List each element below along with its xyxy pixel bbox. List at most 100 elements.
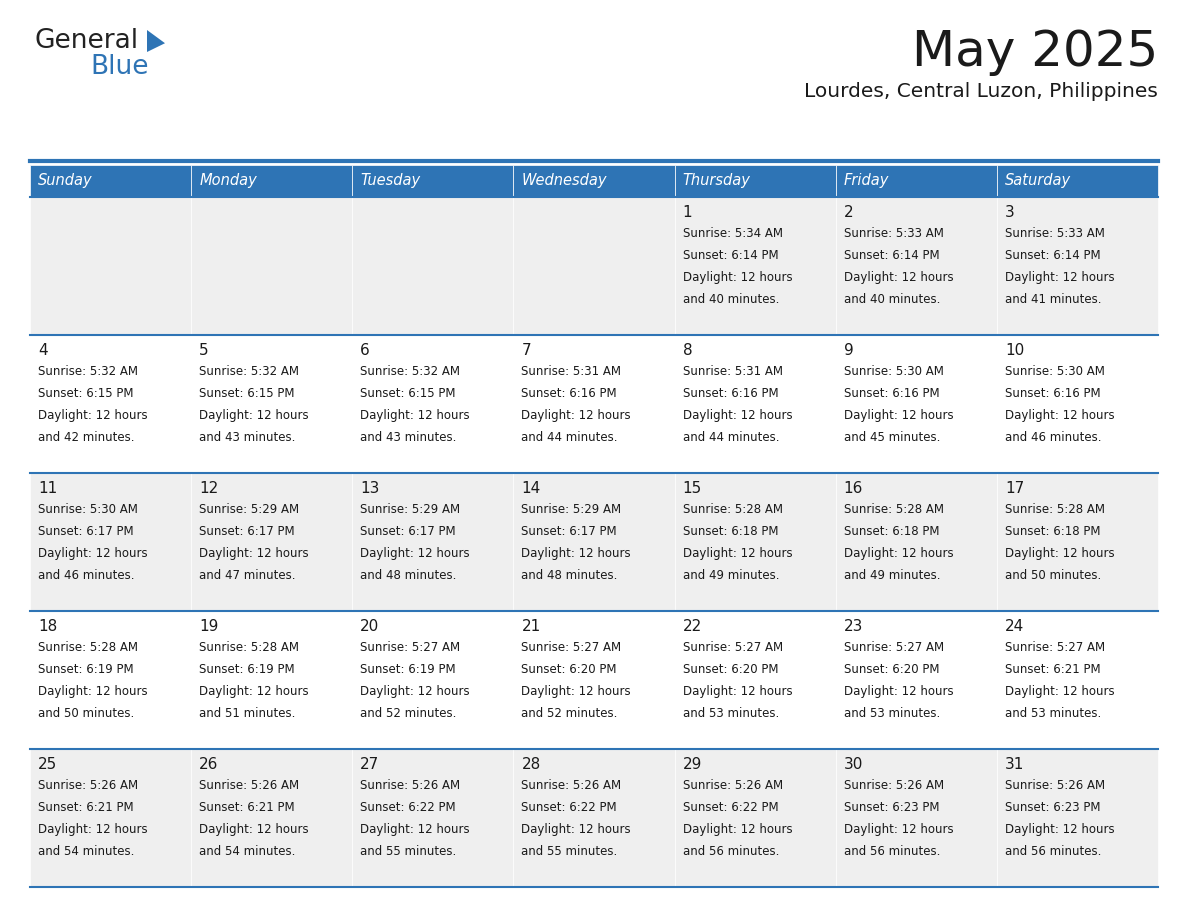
Text: 15: 15 [683, 481, 702, 496]
Text: and 48 minutes.: and 48 minutes. [522, 569, 618, 582]
Text: 6: 6 [360, 343, 369, 358]
Text: and 44 minutes.: and 44 minutes. [522, 431, 618, 444]
Text: Friday: Friday [843, 174, 889, 188]
Bar [513, 335, 675, 473]
Text: Sunrise: 5:32 AM: Sunrise: 5:32 AM [360, 365, 460, 378]
Text: Daylight: 12 hours: Daylight: 12 hours [522, 685, 631, 698]
Text: Daylight: 12 hours: Daylight: 12 hours [360, 547, 470, 560]
Text: May 2025: May 2025 [911, 28, 1158, 76]
Bar [997, 473, 1158, 611]
Text: Daylight: 12 hours: Daylight: 12 hours [38, 547, 147, 560]
Text: and 44 minutes.: and 44 minutes. [683, 431, 779, 444]
Text: Sunset: 6:20 PM: Sunset: 6:20 PM [843, 663, 940, 676]
Text: and 53 minutes.: and 53 minutes. [683, 707, 779, 720]
Text: Daylight: 12 hours: Daylight: 12 hours [1005, 823, 1114, 836]
Bar [997, 749, 1158, 887]
Text: Sunset: 6:21 PM: Sunset: 6:21 PM [200, 801, 295, 814]
Text: Sunrise: 5:26 AM: Sunrise: 5:26 AM [360, 779, 461, 792]
Text: Sunrise: 5:28 AM: Sunrise: 5:28 AM [38, 641, 138, 654]
Text: Sunset: 6:20 PM: Sunset: 6:20 PM [522, 663, 617, 676]
Text: Sunrise: 5:27 AM: Sunrise: 5:27 AM [522, 641, 621, 654]
Text: and 53 minutes.: and 53 minutes. [1005, 707, 1101, 720]
Text: Daylight: 12 hours: Daylight: 12 hours [522, 409, 631, 422]
Text: and 43 minutes.: and 43 minutes. [360, 431, 456, 444]
Text: 17: 17 [1005, 481, 1024, 496]
Bar [30, 473, 191, 611]
Text: Sunrise: 5:29 AM: Sunrise: 5:29 AM [522, 503, 621, 516]
Text: Sunset: 6:17 PM: Sunset: 6:17 PM [200, 525, 295, 538]
Text: Sunrise: 5:30 AM: Sunrise: 5:30 AM [843, 365, 943, 378]
Text: Sunset: 6:14 PM: Sunset: 6:14 PM [1005, 249, 1100, 262]
Text: and 46 minutes.: and 46 minutes. [38, 569, 134, 582]
Text: Daylight: 12 hours: Daylight: 12 hours [1005, 271, 1114, 284]
Text: and 54 minutes.: and 54 minutes. [38, 845, 134, 858]
Text: Daylight: 12 hours: Daylight: 12 hours [200, 547, 309, 560]
Text: and 47 minutes.: and 47 minutes. [200, 569, 296, 582]
Text: 2: 2 [843, 205, 853, 220]
Text: Daylight: 12 hours: Daylight: 12 hours [200, 823, 309, 836]
Text: Sunset: 6:16 PM: Sunset: 6:16 PM [522, 387, 617, 400]
Text: 31: 31 [1005, 757, 1024, 772]
Text: 21: 21 [522, 619, 541, 634]
Text: and 52 minutes.: and 52 minutes. [360, 707, 456, 720]
Bar [30, 197, 191, 335]
Text: Sunset: 6:22 PM: Sunset: 6:22 PM [683, 801, 778, 814]
Text: Saturday: Saturday [1005, 174, 1072, 188]
Bar [835, 165, 997, 197]
Text: Monday: Monday [200, 174, 257, 188]
Text: Blue: Blue [90, 54, 148, 80]
Text: Daylight: 12 hours: Daylight: 12 hours [843, 409, 953, 422]
Text: Sunset: 6:15 PM: Sunset: 6:15 PM [200, 387, 295, 400]
Text: 19: 19 [200, 619, 219, 634]
Text: and 49 minutes.: and 49 minutes. [683, 569, 779, 582]
Bar [675, 197, 835, 335]
Bar [30, 335, 191, 473]
Text: Sunrise: 5:27 AM: Sunrise: 5:27 AM [843, 641, 943, 654]
Text: Sunset: 6:16 PM: Sunset: 6:16 PM [1005, 387, 1100, 400]
Bar [997, 335, 1158, 473]
Text: 27: 27 [360, 757, 379, 772]
Text: and 53 minutes.: and 53 minutes. [843, 707, 940, 720]
Text: and 56 minutes.: and 56 minutes. [843, 845, 940, 858]
Bar [835, 473, 997, 611]
Text: Sunset: 6:19 PM: Sunset: 6:19 PM [360, 663, 456, 676]
Text: Sunset: 6:17 PM: Sunset: 6:17 PM [360, 525, 456, 538]
Text: Sunset: 6:18 PM: Sunset: 6:18 PM [843, 525, 940, 538]
Text: and 50 minutes.: and 50 minutes. [38, 707, 134, 720]
Bar [191, 749, 353, 887]
Text: and 40 minutes.: and 40 minutes. [683, 293, 779, 306]
Text: Sunset: 6:23 PM: Sunset: 6:23 PM [1005, 801, 1100, 814]
Bar [835, 749, 997, 887]
Text: Sunrise: 5:32 AM: Sunrise: 5:32 AM [38, 365, 138, 378]
Text: Sunrise: 5:28 AM: Sunrise: 5:28 AM [1005, 503, 1105, 516]
Bar [835, 197, 997, 335]
Text: Sunset: 6:15 PM: Sunset: 6:15 PM [38, 387, 133, 400]
Bar [997, 197, 1158, 335]
Text: Sunset: 6:16 PM: Sunset: 6:16 PM [843, 387, 940, 400]
Text: Sunset: 6:19 PM: Sunset: 6:19 PM [200, 663, 295, 676]
Text: and 50 minutes.: and 50 minutes. [1005, 569, 1101, 582]
Text: and 56 minutes.: and 56 minutes. [683, 845, 779, 858]
Text: and 56 minutes.: and 56 minutes. [1005, 845, 1101, 858]
Text: Sunrise: 5:33 AM: Sunrise: 5:33 AM [843, 227, 943, 240]
Text: Sunrise: 5:27 AM: Sunrise: 5:27 AM [683, 641, 783, 654]
Text: Daylight: 12 hours: Daylight: 12 hours [522, 823, 631, 836]
Text: Sunrise: 5:26 AM: Sunrise: 5:26 AM [200, 779, 299, 792]
Text: 24: 24 [1005, 619, 1024, 634]
Text: and 49 minutes.: and 49 minutes. [843, 569, 940, 582]
Text: 10: 10 [1005, 343, 1024, 358]
Text: Daylight: 12 hours: Daylight: 12 hours [683, 547, 792, 560]
Text: Daylight: 12 hours: Daylight: 12 hours [683, 409, 792, 422]
Text: and 40 minutes.: and 40 minutes. [843, 293, 940, 306]
Bar [353, 197, 513, 335]
Text: Sunset: 6:22 PM: Sunset: 6:22 PM [360, 801, 456, 814]
Bar [835, 335, 997, 473]
Text: Lourdes, Central Luzon, Philippines: Lourdes, Central Luzon, Philippines [804, 82, 1158, 101]
Bar [30, 165, 191, 197]
Text: 30: 30 [843, 757, 864, 772]
Text: Sunday: Sunday [38, 174, 93, 188]
Text: 29: 29 [683, 757, 702, 772]
Text: 4: 4 [38, 343, 48, 358]
Text: 11: 11 [38, 481, 57, 496]
Bar [353, 749, 513, 887]
